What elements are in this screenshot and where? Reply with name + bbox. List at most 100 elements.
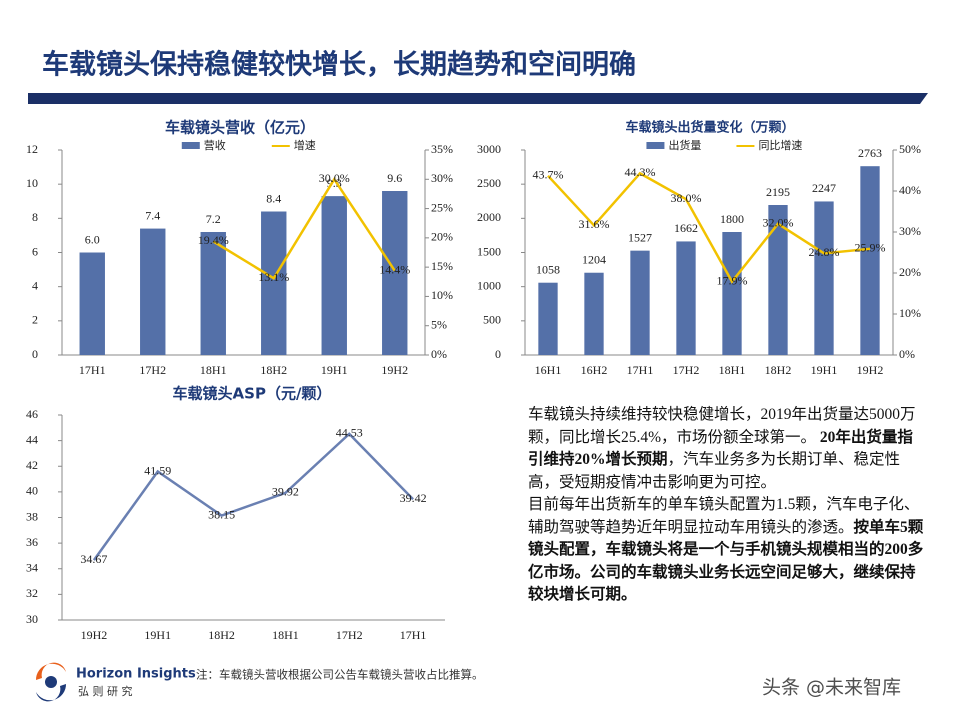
- y-tick-label: 8: [32, 210, 38, 224]
- line-label: 14.4%: [379, 262, 410, 276]
- y-tick-label: 32: [26, 586, 38, 600]
- y-tick-label: 4: [32, 278, 38, 292]
- bar-label: 1800: [720, 212, 744, 226]
- bar-label: 6.0: [85, 232, 100, 246]
- bar-label: 1662: [674, 221, 698, 235]
- x-tick-label: 17H1: [400, 628, 427, 642]
- bar: [538, 282, 558, 355]
- bar: [261, 211, 287, 355]
- y2-tick-label: 20%: [431, 230, 453, 244]
- y2-tick-label: 35%: [431, 142, 453, 156]
- line-label: 38.15: [208, 507, 235, 521]
- bar: [79, 252, 105, 355]
- bar-label: 2763: [858, 146, 882, 160]
- bar: [814, 201, 834, 355]
- y-tick-label: 3000: [477, 142, 501, 156]
- line-label: 38.0%: [671, 191, 702, 205]
- x-tick-label: 17H1: [79, 363, 106, 377]
- bar-label: 2247: [812, 181, 836, 195]
- x-tick-label: 17H2: [139, 363, 166, 377]
- y-tick-label: 1000: [477, 278, 501, 292]
- x-tick-label: 18H1: [200, 363, 227, 377]
- line: [547, 171, 871, 284]
- x-tick-label: 17H2: [673, 363, 700, 377]
- line-label: 31.6%: [579, 217, 610, 231]
- y-tick-label: 42: [26, 458, 38, 472]
- y-tick-label: 46: [26, 407, 38, 421]
- line-label: 25.9%: [855, 241, 886, 255]
- legend-swatch: [646, 142, 665, 149]
- line-label: 43.7%: [533, 168, 564, 182]
- x-tick-label: 16H1: [535, 363, 562, 377]
- line-label: 32.0%: [763, 216, 794, 230]
- bar: [382, 191, 408, 355]
- line-label: 34.67: [80, 552, 107, 566]
- y-tick-label: 12: [26, 142, 38, 156]
- y-tick-label: 10: [26, 176, 38, 190]
- paragraph: 目前每年出货新车的单车镜头配置为1.5颗，汽车电子化、辅助驾驶等趋势近年明显拉动…: [528, 494, 926, 607]
- line-label: 30.0%: [319, 171, 350, 185]
- line-label: 44.53: [336, 426, 363, 440]
- chart-title: 车载镜头营收（亿元）: [165, 119, 315, 137]
- x-tick-label: 19H1: [321, 363, 348, 377]
- y-tick-label: 38: [26, 509, 38, 523]
- y2-tick-label: 5%: [431, 317, 447, 331]
- y-tick-label: 34: [26, 561, 38, 575]
- y-tick-label: 1500: [477, 244, 501, 258]
- y-tick-label: 2000: [477, 210, 501, 224]
- y-tick-label: 30: [26, 612, 38, 626]
- y2-tick-label: 20%: [899, 265, 921, 279]
- line-label: 13.1%: [258, 270, 289, 284]
- bar: [584, 272, 604, 355]
- bar-label: 9.6: [387, 171, 402, 185]
- x-tick-label: 18H2: [208, 628, 235, 642]
- bar: [768, 205, 788, 355]
- logo-icon: [35, 662, 67, 702]
- bar: [860, 166, 880, 355]
- legend-swatch: [181, 142, 200, 149]
- bar-label: 8.4: [266, 191, 281, 205]
- y2-tick-label: 0%: [899, 347, 915, 361]
- x-tick-label: 17H1: [627, 363, 654, 377]
- y2-tick-label: 15%: [431, 259, 453, 273]
- text-run: ，汽车业务多为长期订单、稳定性高，受短期疫情冲击影响更为可控。: [528, 451, 901, 491]
- line: [212, 176, 396, 280]
- y-tick-label: 0: [32, 347, 38, 361]
- slide-title: 车载镜头保持稳健较快增长，长期趋势和空间明确: [42, 49, 636, 81]
- footnote: 注：车载镜头营收根据公司公告车载镜头营收占比推算。: [196, 668, 484, 682]
- y2-tick-label: 10%: [899, 306, 921, 320]
- y2-tick-label: 25%: [431, 200, 453, 214]
- line-label: 41.59: [144, 463, 171, 477]
- y2-tick-label: 30%: [899, 224, 921, 238]
- line-label: 19.4%: [198, 233, 229, 247]
- line-label: 39.92: [272, 485, 299, 499]
- y2-tick-label: 40%: [899, 183, 921, 197]
- y-tick-label: 500: [483, 313, 501, 327]
- x-tick-label: 19H2: [857, 363, 884, 377]
- line-label: 24.8%: [809, 245, 840, 259]
- x-tick-label: 16H2: [581, 363, 608, 377]
- y-tick-label: 36: [26, 535, 38, 549]
- bar: [200, 232, 226, 355]
- legend-label: 增速: [294, 138, 316, 152]
- x-tick-label: 18H2: [260, 363, 287, 377]
- x-tick-label: 18H1: [272, 628, 299, 642]
- title-bar: [28, 93, 928, 104]
- x-tick-label: 19H1: [811, 363, 838, 377]
- logo-subname: 弘 则 研 究: [78, 684, 133, 698]
- y-tick-label: 40: [26, 484, 38, 498]
- legend-label: 营收: [204, 138, 226, 152]
- y-tick-label: 2: [32, 313, 38, 327]
- text-run: 目前每年出货新车的单车镜头配置为1.5颗，汽车电子化、辅助驾驶等趋势近年明显拉动…: [528, 496, 920, 536]
- bar: [630, 250, 650, 355]
- bar-label: 1058: [536, 262, 560, 276]
- bar: [321, 196, 347, 355]
- bar: [140, 228, 166, 355]
- x-tick-label: 19H2: [81, 628, 108, 642]
- y-tick-label: 0: [495, 347, 501, 361]
- line-label: 39.42: [400, 491, 427, 505]
- watermark: 头条 @未来智库: [762, 677, 901, 699]
- text-run: 车载镜头持续维持较快稳健增长，2019年出货量达5000万颗，同比增长25.4%…: [528, 406, 916, 446]
- x-tick-label: 19H2: [381, 363, 408, 377]
